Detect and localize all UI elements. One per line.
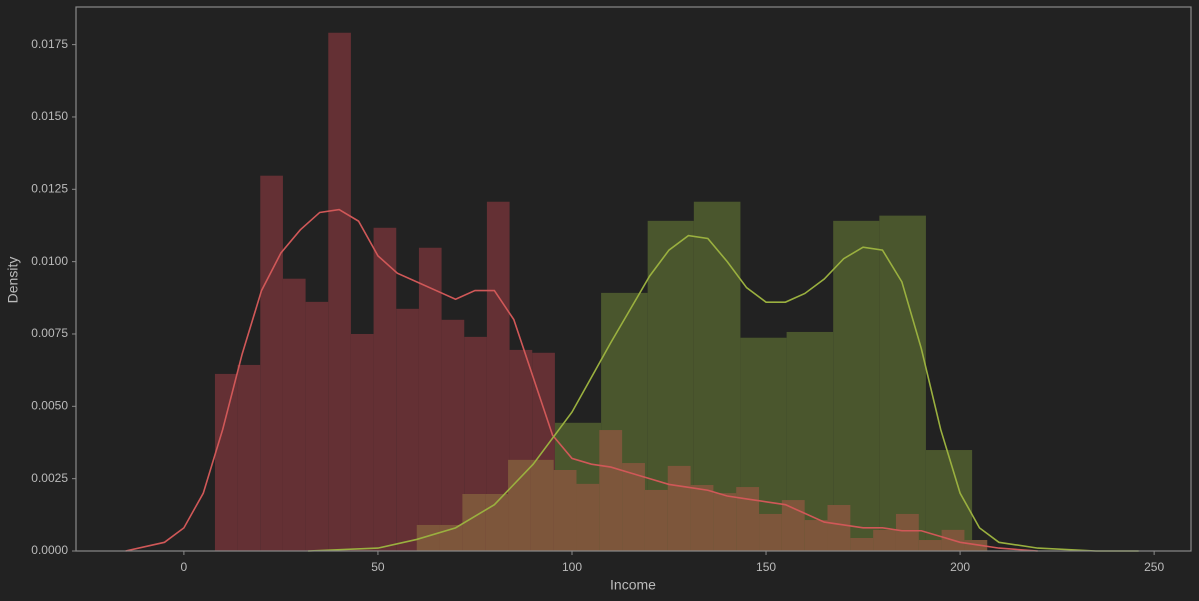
y-tick-label: 0.0050 (31, 398, 68, 412)
histogram-bar (622, 463, 645, 551)
histogram-bar (644, 489, 668, 551)
histogram-bar (350, 333, 374, 551)
x-tick-label: 150 (756, 560, 776, 574)
histogram-bar (328, 32, 351, 552)
histogram-bar (964, 540, 988, 551)
plot-frame (75, 6, 1192, 552)
histogram-bar (485, 493, 509, 551)
histogram-bar (690, 485, 714, 551)
histogram-bar (576, 483, 600, 551)
histogram-bar (416, 524, 440, 551)
histogram-bar (736, 487, 760, 551)
histogram-bar (599, 430, 623, 551)
histogram-bar (759, 513, 782, 551)
y-tick-label: 0.0100 (31, 254, 68, 268)
histogram-bar (781, 500, 805, 551)
histogram-bar (530, 459, 554, 551)
x-tick-label: 250 (1144, 560, 1164, 574)
y-axis-label: Density (5, 257, 21, 304)
histogram-bar (214, 373, 238, 551)
y-tick-label: 0.0125 (31, 181, 68, 195)
histogram-bar (396, 308, 419, 551)
histogram-bar (441, 319, 465, 551)
histogram-bar (305, 301, 329, 551)
x-tick-label: 0 (181, 560, 188, 574)
histogram-bar (918, 540, 942, 551)
histogram-bar (667, 465, 691, 551)
histogram-bar (827, 504, 851, 551)
y-tick-label: 0.0000 (31, 543, 68, 557)
y-tick-label: 0.0175 (31, 37, 68, 51)
histogram-bar (418, 247, 442, 551)
kde-line (308, 234, 1139, 552)
histogram-bar (486, 201, 510, 552)
histogram-bar (873, 529, 896, 551)
x-tick-label: 50 (371, 560, 385, 574)
x-axis-label: Income (610, 577, 656, 593)
histogram-bar (553, 469, 577, 551)
histogram-bar (879, 215, 926, 551)
histogram-bar (833, 220, 880, 551)
histogram-bar (237, 364, 261, 551)
x-tick-label: 200 (950, 560, 970, 574)
y-tick-label: 0.0025 (31, 471, 68, 485)
histogram-bar (462, 493, 486, 551)
histogram-bar (260, 175, 283, 551)
histogram-bar (508, 459, 531, 551)
histogram-bar (713, 493, 737, 551)
plot-area (125, 32, 1139, 552)
y-tick-label: 0.0075 (31, 326, 68, 340)
x-tick-label: 100 (562, 560, 582, 574)
histogram-bar (850, 537, 874, 551)
kde-line (125, 208, 1038, 552)
y-tick-label: 0.0150 (31, 109, 68, 123)
histogram-bar (282, 278, 306, 551)
histogram-bar (895, 513, 919, 551)
histogram-bar (373, 227, 397, 552)
histogram-bar (804, 520, 828, 551)
